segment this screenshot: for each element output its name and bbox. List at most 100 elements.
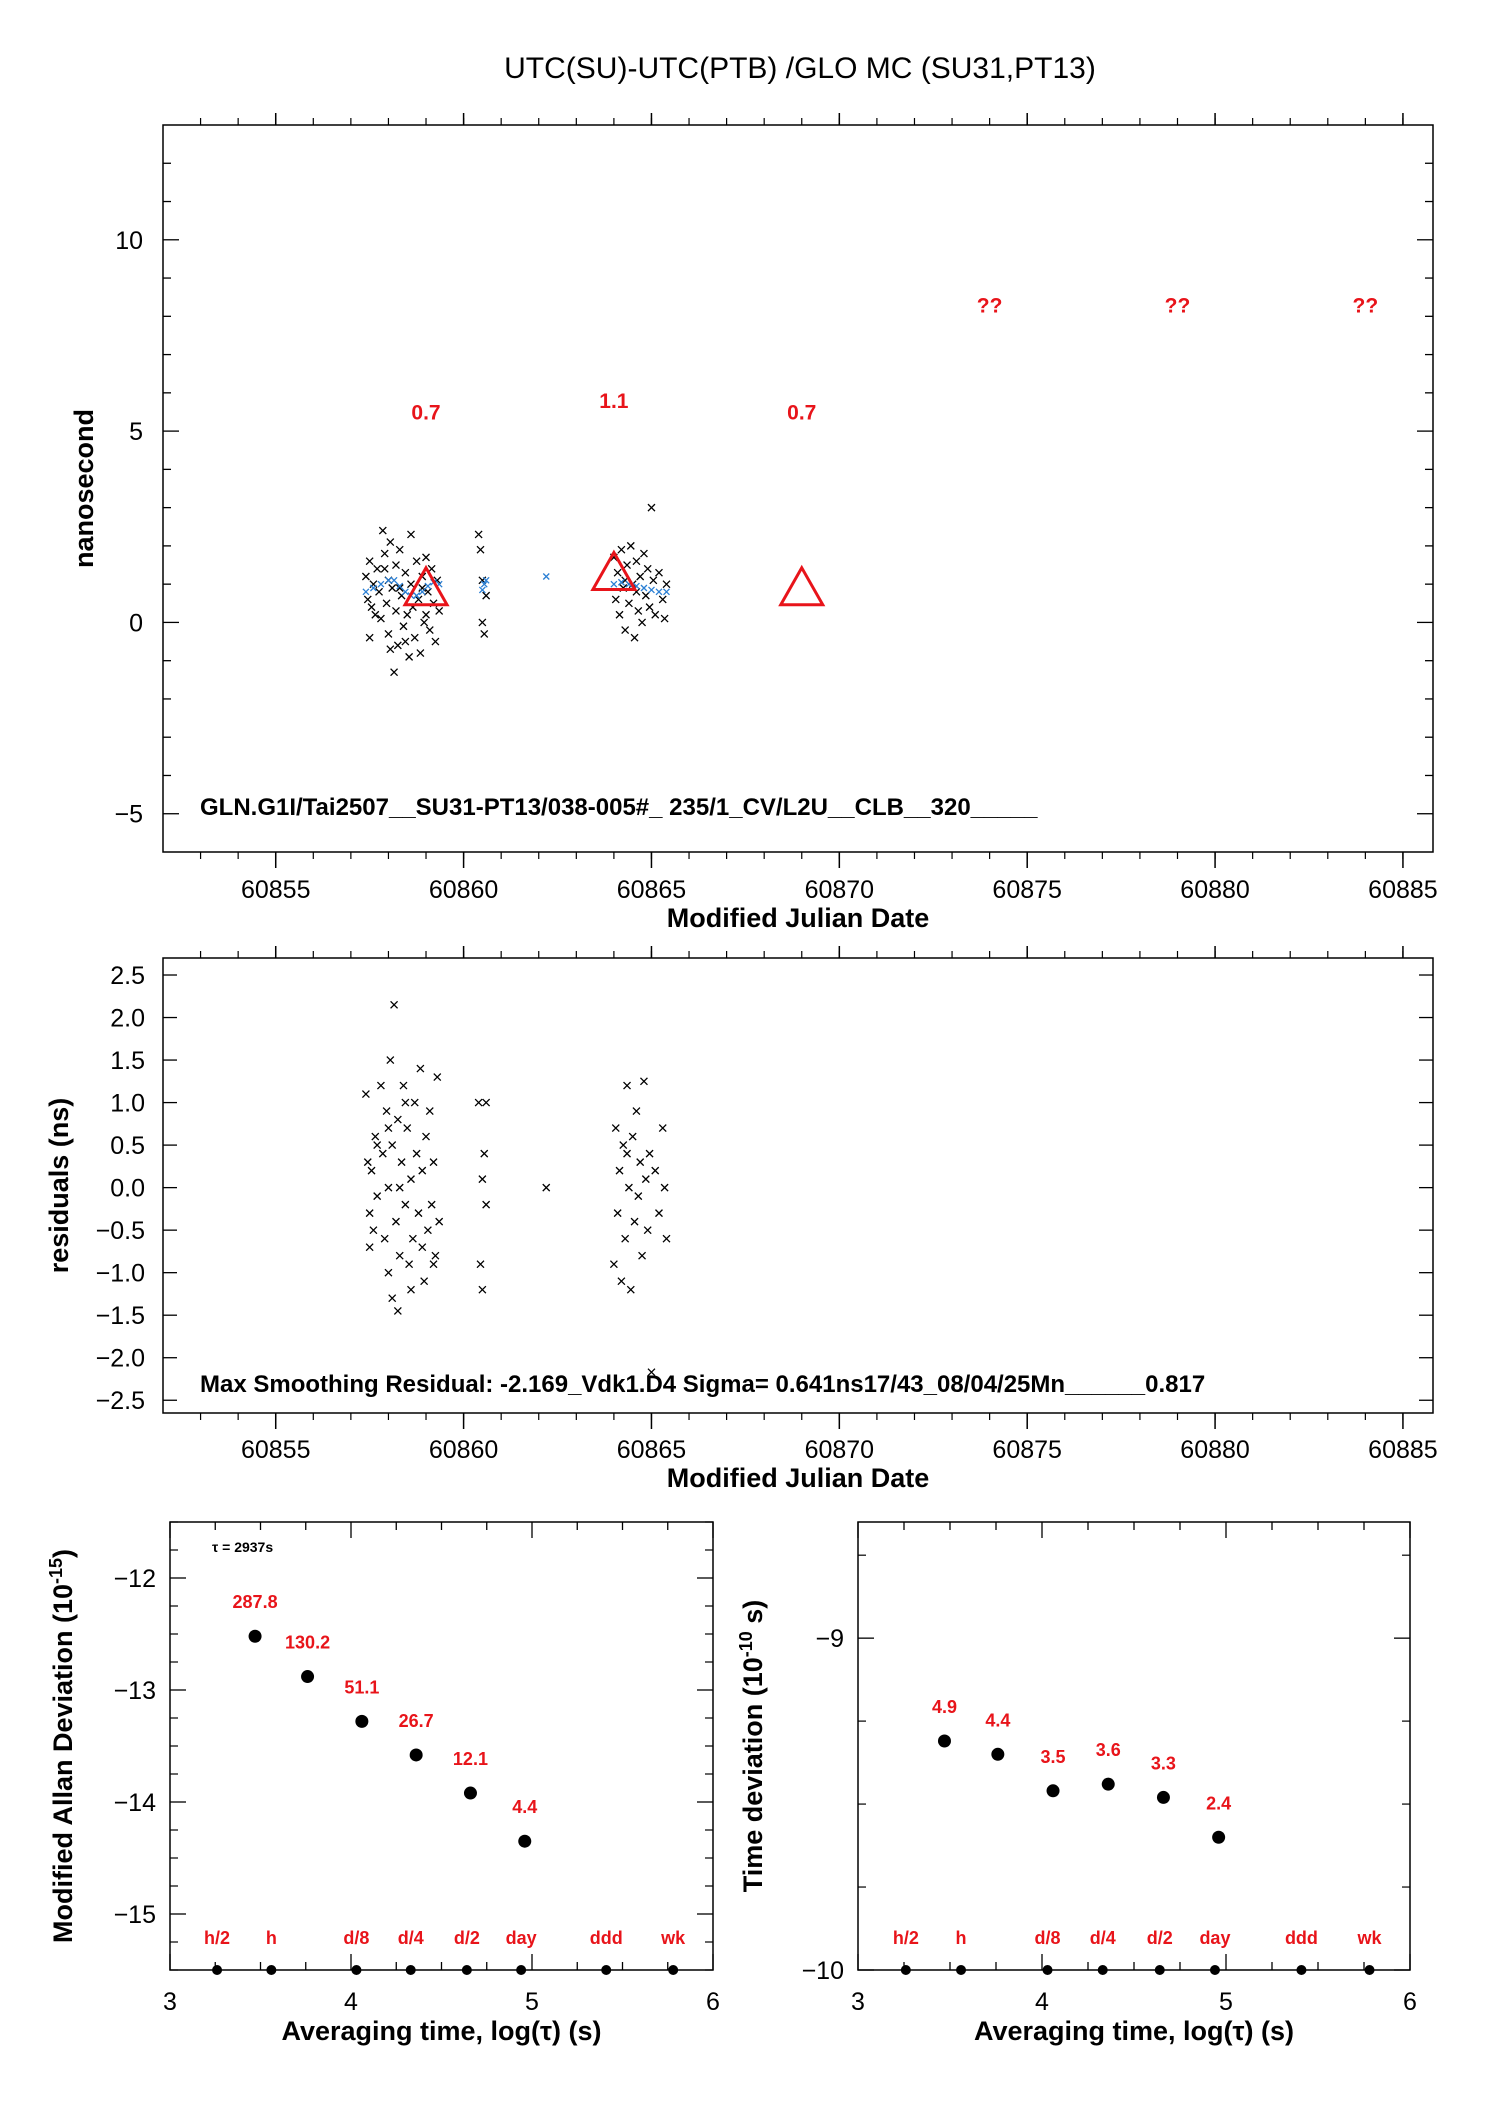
averaging-time-marker [956, 1965, 967, 1975]
info-text-line: GLN.G1I/Tai2507__SU31-PT13/038-005#_ 235… [200, 794, 1038, 821]
raw-data-point [407, 580, 415, 589]
raw-data-point [660, 614, 669, 623]
averaging-time-marker [1097, 1965, 1108, 1975]
averaging-time-label: ddd [590, 1928, 623, 1948]
smoothed-data-point [640, 584, 648, 592]
residual-data-point [639, 1077, 648, 1086]
residual-data-point [378, 1149, 387, 1158]
averaging-time-label: d/8 [343, 1928, 369, 1948]
residual-data-point [611, 1124, 620, 1133]
x-tick-label: 5 [525, 1988, 539, 2016]
averaging-time-label: wk [1357, 1928, 1383, 1948]
x-tick-label: 60875 [992, 876, 1062, 904]
residual-data-point [482, 1098, 491, 1107]
averaging-time-label: d/4 [1090, 1928, 1116, 1948]
smoothed-data-point [480, 580, 488, 588]
x-tick-label: 60865 [617, 1436, 687, 1464]
x-tick-label: 60875 [992, 1436, 1062, 1464]
smoothed-data-point [617, 578, 625, 586]
raw-data-point [613, 568, 622, 577]
residual-data-point [386, 1056, 395, 1065]
raw-data-point [373, 564, 382, 573]
raw-data-point [474, 530, 483, 539]
residual-data-point [658, 1124, 667, 1133]
residual-data-point [403, 1124, 412, 1133]
plot-frame [162, 124, 1434, 853]
raw-data-point [662, 580, 671, 589]
x-tick-label: 60870 [805, 876, 875, 904]
raw-data-point [482, 591, 491, 600]
residual-data-point [429, 1260, 438, 1269]
x-tick-label: 60865 [617, 876, 687, 904]
residual-data-point [397, 1158, 406, 1167]
residual-data-point [407, 1285, 415, 1294]
raw-data-point [395, 584, 404, 592]
info-text-line: Max Smoothing Residual: -2.169_Vdk1.D4 S… [200, 1371, 1205, 1398]
residual-data-point [395, 1251, 404, 1260]
raw-data-point [641, 591, 650, 600]
averaging-time-label: d/8 [1035, 1928, 1061, 1948]
residual-data-point [638, 1251, 647, 1260]
y-axis-title: Time deviation (10-10 s) [736, 1600, 768, 1893]
y-axis-title: nanosecond [69, 409, 99, 568]
y-axis-title: Modified Allan Deviation (10-15) [46, 1549, 78, 1943]
smoothed-data-point [542, 573, 550, 580]
raw-data-point [414, 595, 423, 604]
residual-data-point [384, 1124, 393, 1133]
y-axis-title-superscript: -10 [736, 1631, 756, 1657]
averaging-time-label: d/2 [454, 1928, 480, 1948]
annotation-label: 0.7 [411, 402, 440, 425]
residual-data-point [384, 1183, 393, 1192]
raw-data-point [623, 561, 631, 569]
residual-data-point [382, 1107, 391, 1116]
deviation-value-label: 3.3 [1151, 1753, 1176, 1773]
smoothed-data-point [369, 584, 377, 592]
y-axis-title-tail: s) [738, 1600, 768, 1632]
residual-data-point [624, 1183, 633, 1192]
residual-data-point [613, 1209, 622, 1218]
raw-data-point [649, 576, 658, 585]
raw-data-point [395, 545, 404, 554]
raw-data-point [626, 541, 635, 550]
averaging-time-label: h [266, 1928, 277, 1948]
smoothed-data-point [401, 588, 409, 596]
smoothed-data-point [377, 580, 385, 588]
raw-data-point [367, 603, 376, 612]
x-tick-label: 3 [851, 1988, 865, 2016]
residual-data-point [390, 1000, 399, 1009]
x-tick-label: 60855 [241, 1436, 311, 1464]
residual-data-point [626, 1285, 635, 1294]
main-timeseries-plot: 60855 60860 60865 60870 60875 60880 60885 −5 0 5 1… [69, 113, 1438, 933]
deviation-data-point [1046, 1784, 1060, 1798]
y-tick-label: −5 [114, 801, 143, 829]
raw-data-point [630, 633, 639, 642]
y-tick-label: −12 [114, 1565, 156, 1593]
deviation-value-label: 51.1 [344, 1677, 379, 1697]
y-tick-label: 0 [129, 609, 143, 637]
raw-data-point [416, 649, 425, 657]
residual-data-point [410, 1098, 419, 1107]
residual-data-point [643, 1226, 652, 1235]
deviation-value-label: 130.2 [285, 1633, 330, 1653]
deviation-value-label: 287.8 [233, 1592, 278, 1612]
y-tick-label: −15 [114, 1901, 156, 1929]
raw-data-point [655, 568, 663, 577]
raw-data-point [638, 618, 647, 627]
y-tick-label: 2.5 [110, 962, 145, 990]
raw-data-point [435, 606, 444, 615]
y-tick-label: −0.5 [96, 1217, 145, 1245]
raw-data-point [645, 603, 654, 612]
smoothed-data-point [648, 586, 655, 594]
raw-data-point [401, 568, 410, 577]
averaging-time-marker [351, 1965, 362, 1975]
smoothed-data-point [390, 576, 398, 584]
annotation-label: ?? [977, 294, 1003, 317]
residual-data-point [363, 1158, 372, 1167]
averaging-time-label: h/2 [204, 1928, 230, 1948]
residual-data-point [369, 1226, 378, 1235]
deviation-value-label: 4.9 [932, 1697, 957, 1717]
smoothed-data-point [396, 582, 404, 590]
residual-data-point [641, 1175, 650, 1184]
y-tick-label: 1.5 [110, 1047, 145, 1075]
raw-data-point [478, 618, 487, 627]
